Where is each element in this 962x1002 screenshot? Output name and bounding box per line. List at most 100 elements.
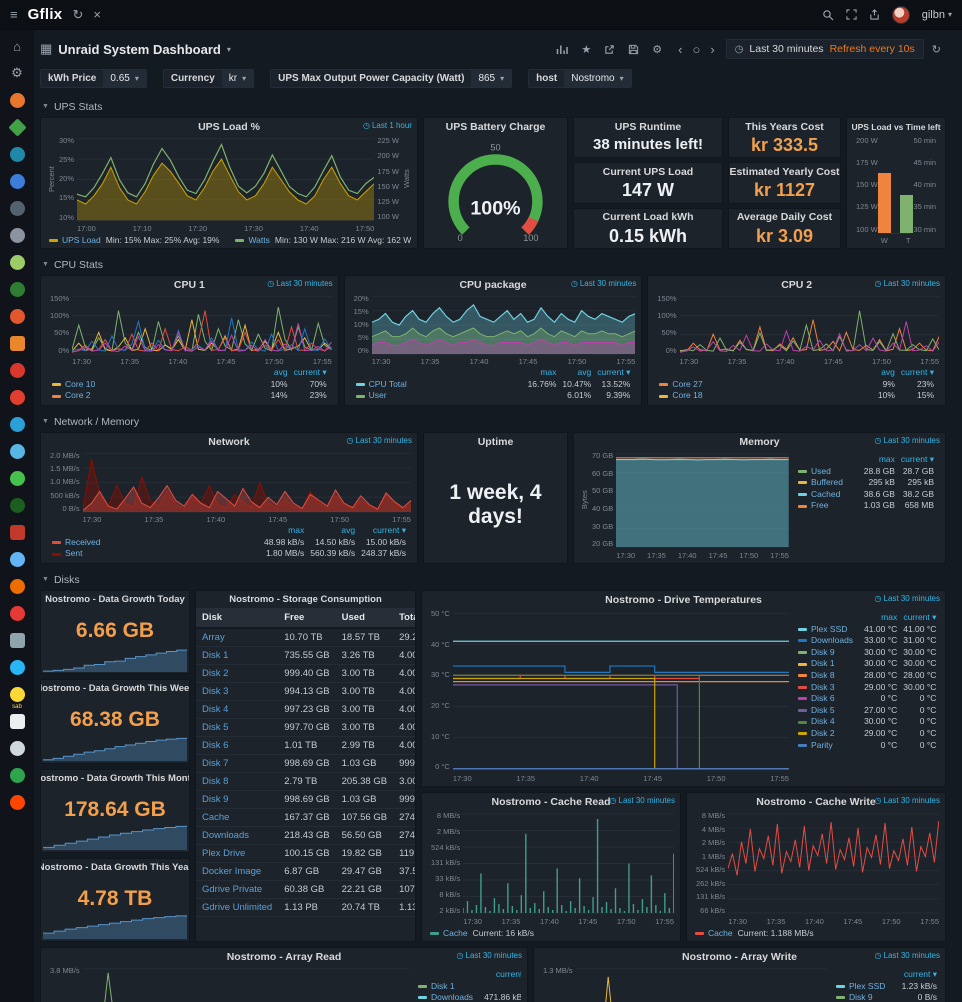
panel-time-range[interactable]: ◷ Last 30 minutes	[456, 951, 522, 960]
app-shortcut-icon-16[interactable]	[8, 523, 26, 541]
panel-title[interactable]: Network	[208, 435, 250, 448]
panel-time-range[interactable]: ◷ Last 30 minutes	[570, 279, 637, 288]
panel-title[interactable]: UPS Battery Charge	[445, 120, 546, 133]
panel-title[interactable]: Nostromo - Drive Temperatures	[605, 593, 762, 606]
panel-title[interactable]: Average Daily Cost	[736, 211, 833, 224]
dashboard-title[interactable]: Unraid System Dashboard	[58, 41, 221, 57]
water-drop-icon[interactable]	[8, 658, 26, 676]
panel-title[interactable]: Nostromo - Storage Consumption	[229, 594, 382, 605]
variable-value-dropdown[interactable]: 865 ▾	[471, 69, 512, 87]
share-button[interactable]	[599, 42, 620, 57]
panel-title[interactable]: Current UPS Load	[602, 165, 694, 178]
app-shortcut-icon-17[interactable]	[8, 550, 26, 568]
save-button[interactable]	[623, 42, 644, 57]
legend-series[interactable]: Disk 9	[811, 646, 835, 657]
panel-time-range[interactable]: ◷ Last 30 minutes	[267, 279, 333, 288]
time-shift-forward-icon[interactable]: ›	[710, 41, 715, 57]
legend-series[interactable]: Downloads	[431, 992, 474, 1002]
panel-time-range[interactable]: ◷ Last 1 hour	[362, 121, 412, 130]
legend-column-header[interactable]: current ▾	[372, 525, 406, 536]
legend-column-header[interactable]: current ▾	[293, 367, 327, 378]
panel-time-range[interactable]: ◷ Last 30 minutes	[346, 436, 412, 445]
panel-title[interactable]: UPS Load %	[198, 120, 260, 133]
legend-column-header[interactable]: avg	[273, 367, 288, 378]
legend-series[interactable]: Disk 2	[811, 727, 835, 738]
legend-series[interactable]: Disk 8	[811, 669, 835, 680]
add-panel-button[interactable]	[551, 41, 573, 57]
app-shortcut-icon-1[interactable]	[8, 91, 26, 109]
legend-series[interactable]: UPS Load	[62, 235, 101, 245]
zoom-out-icon[interactable]: ○	[692, 41, 701, 57]
panel-title[interactable]: This Years Cost	[745, 120, 824, 133]
table-header[interactable]: Used	[335, 608, 394, 629]
legend-series[interactable]: Disk 4	[811, 716, 835, 727]
legend-column-header[interactable]: current ▾	[903, 612, 937, 622]
legend-series[interactable]: Plex SSD	[811, 623, 848, 634]
panel-title[interactable]: CPU 1	[173, 278, 205, 291]
panel-title[interactable]: Nostromo - Data Growth This Month	[41, 772, 189, 784]
app-shortcut-icon-11[interactable]	[8, 388, 26, 406]
legend-series[interactable]: Core 18	[672, 390, 703, 401]
panel-title[interactable]: CPU 2	[781, 278, 813, 291]
legend-series[interactable]: Downloads	[811, 635, 854, 646]
panel-title[interactable]: CPU package	[459, 278, 527, 291]
app-shortcut-icon-9[interactable]	[8, 334, 26, 352]
legend-series[interactable]: Disk 3	[811, 681, 835, 692]
legend-column-header[interactable]: current ▾	[597, 367, 631, 378]
variable-value-dropdown[interactable]: Nostromo ▾	[564, 69, 631, 87]
legend-series[interactable]: Plex SSD	[849, 980, 886, 991]
panel-title[interactable]: Nostromo - Array Write	[682, 950, 797, 963]
app-shortcut-icon-13[interactable]	[8, 442, 26, 460]
legend-series[interactable]: Disk 6	[811, 693, 835, 704]
app-shortcut-icon-10[interactable]	[8, 361, 26, 379]
panel-time-range[interactable]: ◷ Last 30 minutes	[874, 796, 940, 805]
github-icon[interactable]	[8, 766, 26, 784]
row-header-cpu-stats[interactable]: ▼ CPU Stats	[42, 257, 946, 272]
app-shortcut-icon-2[interactable]	[7, 117, 27, 137]
menu-icon[interactable]: ≡	[10, 7, 18, 22]
legend-series[interactable]: Core 10	[65, 378, 96, 389]
panel-time-range[interactable]: ◷ Last 30 minutes	[609, 796, 675, 805]
panel-time-range[interactable]: ◷ Last 30 minutes	[874, 436, 940, 445]
table-header[interactable]: Free	[278, 608, 336, 629]
legend-column-header[interactable]: avg	[577, 367, 592, 378]
panel-title[interactable]: Nostromo - Data Growth Today	[45, 594, 185, 605]
legend-series[interactable]: Disk 9	[849, 992, 873, 1002]
legend-series[interactable]: Disk 1	[811, 658, 835, 669]
avatar[interactable]	[891, 5, 910, 24]
legend-column-header[interactable]: avg	[881, 367, 895, 378]
logout-icon[interactable]	[8, 739, 26, 757]
panel-title[interactable]: Nostromo - Data Growth This Week	[41, 683, 189, 695]
panel-title[interactable]: UPS Runtime	[614, 120, 682, 133]
app-shortcut-icon-5[interactable]	[8, 226, 26, 244]
app-shortcut-icon-12[interactable]	[8, 415, 26, 433]
legend-series[interactable]: Parity	[811, 739, 833, 750]
settings-icon[interactable]: ⚙	[11, 65, 23, 80]
row-header-disks[interactable]: ▼ Disks	[42, 572, 946, 587]
legend-column-header[interactable]: max	[881, 612, 898, 622]
row-header-network-memory[interactable]: ▼ Network / Memory	[42, 414, 946, 429]
legend-series[interactable]: Core 2	[65, 390, 91, 401]
app-shortcut-icon-3[interactable]	[8, 145, 26, 163]
legend-series[interactable]: Cache	[443, 928, 468, 938]
settings-button[interactable]: ⚙	[652, 43, 663, 56]
lazy-librarian-icon[interactable]	[8, 631, 26, 649]
legend-series[interactable]: Buffered	[811, 477, 843, 488]
variable-value-dropdown[interactable]: 0.65 ▾	[103, 69, 146, 87]
legend-series[interactable]: Sent	[65, 548, 83, 559]
user-menu[interactable]: gilbn ▾	[922, 9, 952, 21]
legend-series[interactable]: Cache	[708, 928, 733, 938]
legend-column-header[interactable]: current ▾	[903, 969, 938, 979]
legend-series[interactable]: Free	[811, 500, 829, 511]
sabnzbd-icon[interactable]: sab	[8, 685, 26, 710]
reddit-icon[interactable]	[8, 793, 26, 811]
table-header[interactable]: Total	[393, 608, 415, 629]
panel-title[interactable]: UPS Load vs Time left	[851, 121, 941, 132]
legend-series[interactable]: Cached	[811, 488, 841, 499]
legend-series[interactable]: Used	[811, 465, 831, 476]
table-header[interactable]: Disk	[196, 608, 279, 629]
star-button[interactable]: ★	[581, 43, 592, 56]
panel-time-range[interactable]: ◷ Last 30 minutes	[874, 594, 940, 603]
legend-column-header[interactable]: current ▾	[495, 969, 521, 979]
row-header-ups-stats[interactable]: ▼ UPS Stats	[42, 99, 946, 114]
